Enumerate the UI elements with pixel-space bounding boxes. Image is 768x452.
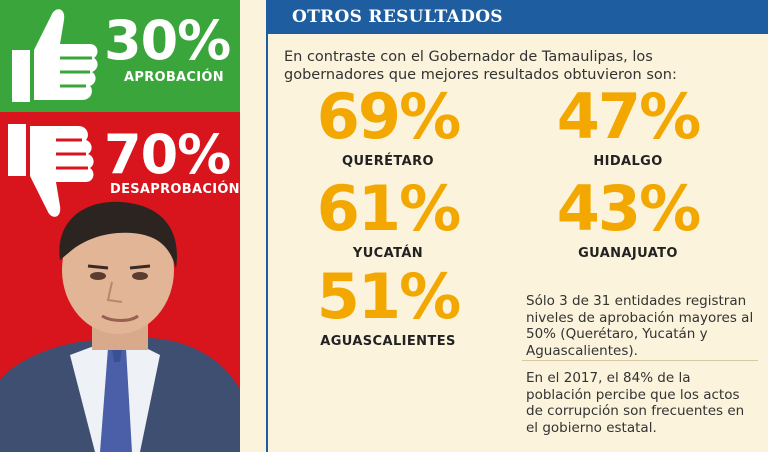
thumbs-down-icon: [8, 124, 94, 217]
section-intro: En contraste con el Gobernador de Tamaul…: [284, 49, 677, 83]
approval-block: 30% APROBACIÓN: [0, 0, 240, 112]
governor-portrait: [0, 201, 240, 452]
note-separator: [522, 360, 758, 361]
note-entities: Sólo 3 de 31 entidades registran niveles…: [526, 293, 754, 359]
disapproval-percent: 70%: [104, 123, 231, 186]
disapproval-label: DESAPROBACIÓN: [110, 182, 240, 197]
section-header: OTROS RESULTADOS: [266, 0, 768, 34]
governor-stat-value: 61%: [316, 172, 461, 245]
governor-stat-aguascalientes: 51% AGUASCALIENTES: [298, 260, 478, 350]
governor-stat-state: AGUASCALIENTES: [320, 334, 456, 349]
other-results-panel: OTROS RESULTADOS En contraste con el Gob…: [240, 0, 768, 452]
governor-stat-state: HIDALGO: [593, 154, 663, 169]
thumbs-up-icon: [12, 9, 98, 102]
governor-stat-guanajuato: 43% GUANAJUATO: [538, 172, 718, 262]
governor-stat-hidalgo: 47% HIDALGO: [538, 80, 718, 170]
note-corruption: En el 2017, el 84% de la población perci…: [526, 370, 745, 436]
governor-stat-value: 43%: [556, 172, 701, 245]
governor-stat-state: YUCATÁN: [352, 246, 424, 261]
section-title: OTROS RESULTADOS: [292, 7, 503, 27]
approval-label: APROBACIÓN: [124, 70, 224, 85]
approval-panel: 30% APROBACIÓN 70% DESAPROBACIÓN: [0, 0, 240, 452]
approval-percent: 30%: [104, 9, 231, 72]
section-divider: [266, 34, 268, 452]
governor-stat-state: GUANAJUATO: [578, 246, 678, 261]
governor-stat-value: 51%: [316, 260, 461, 333]
governor-stat-state: QUERÉTARO: [342, 154, 434, 169]
governor-stat-value: 47%: [556, 80, 701, 153]
governor-stat-yucatan: 61% YUCATÁN: [298, 172, 478, 262]
governor-stat-value: 69%: [316, 80, 461, 153]
governor-stat-queretaro: 69% QUERÉTARO: [298, 80, 478, 170]
